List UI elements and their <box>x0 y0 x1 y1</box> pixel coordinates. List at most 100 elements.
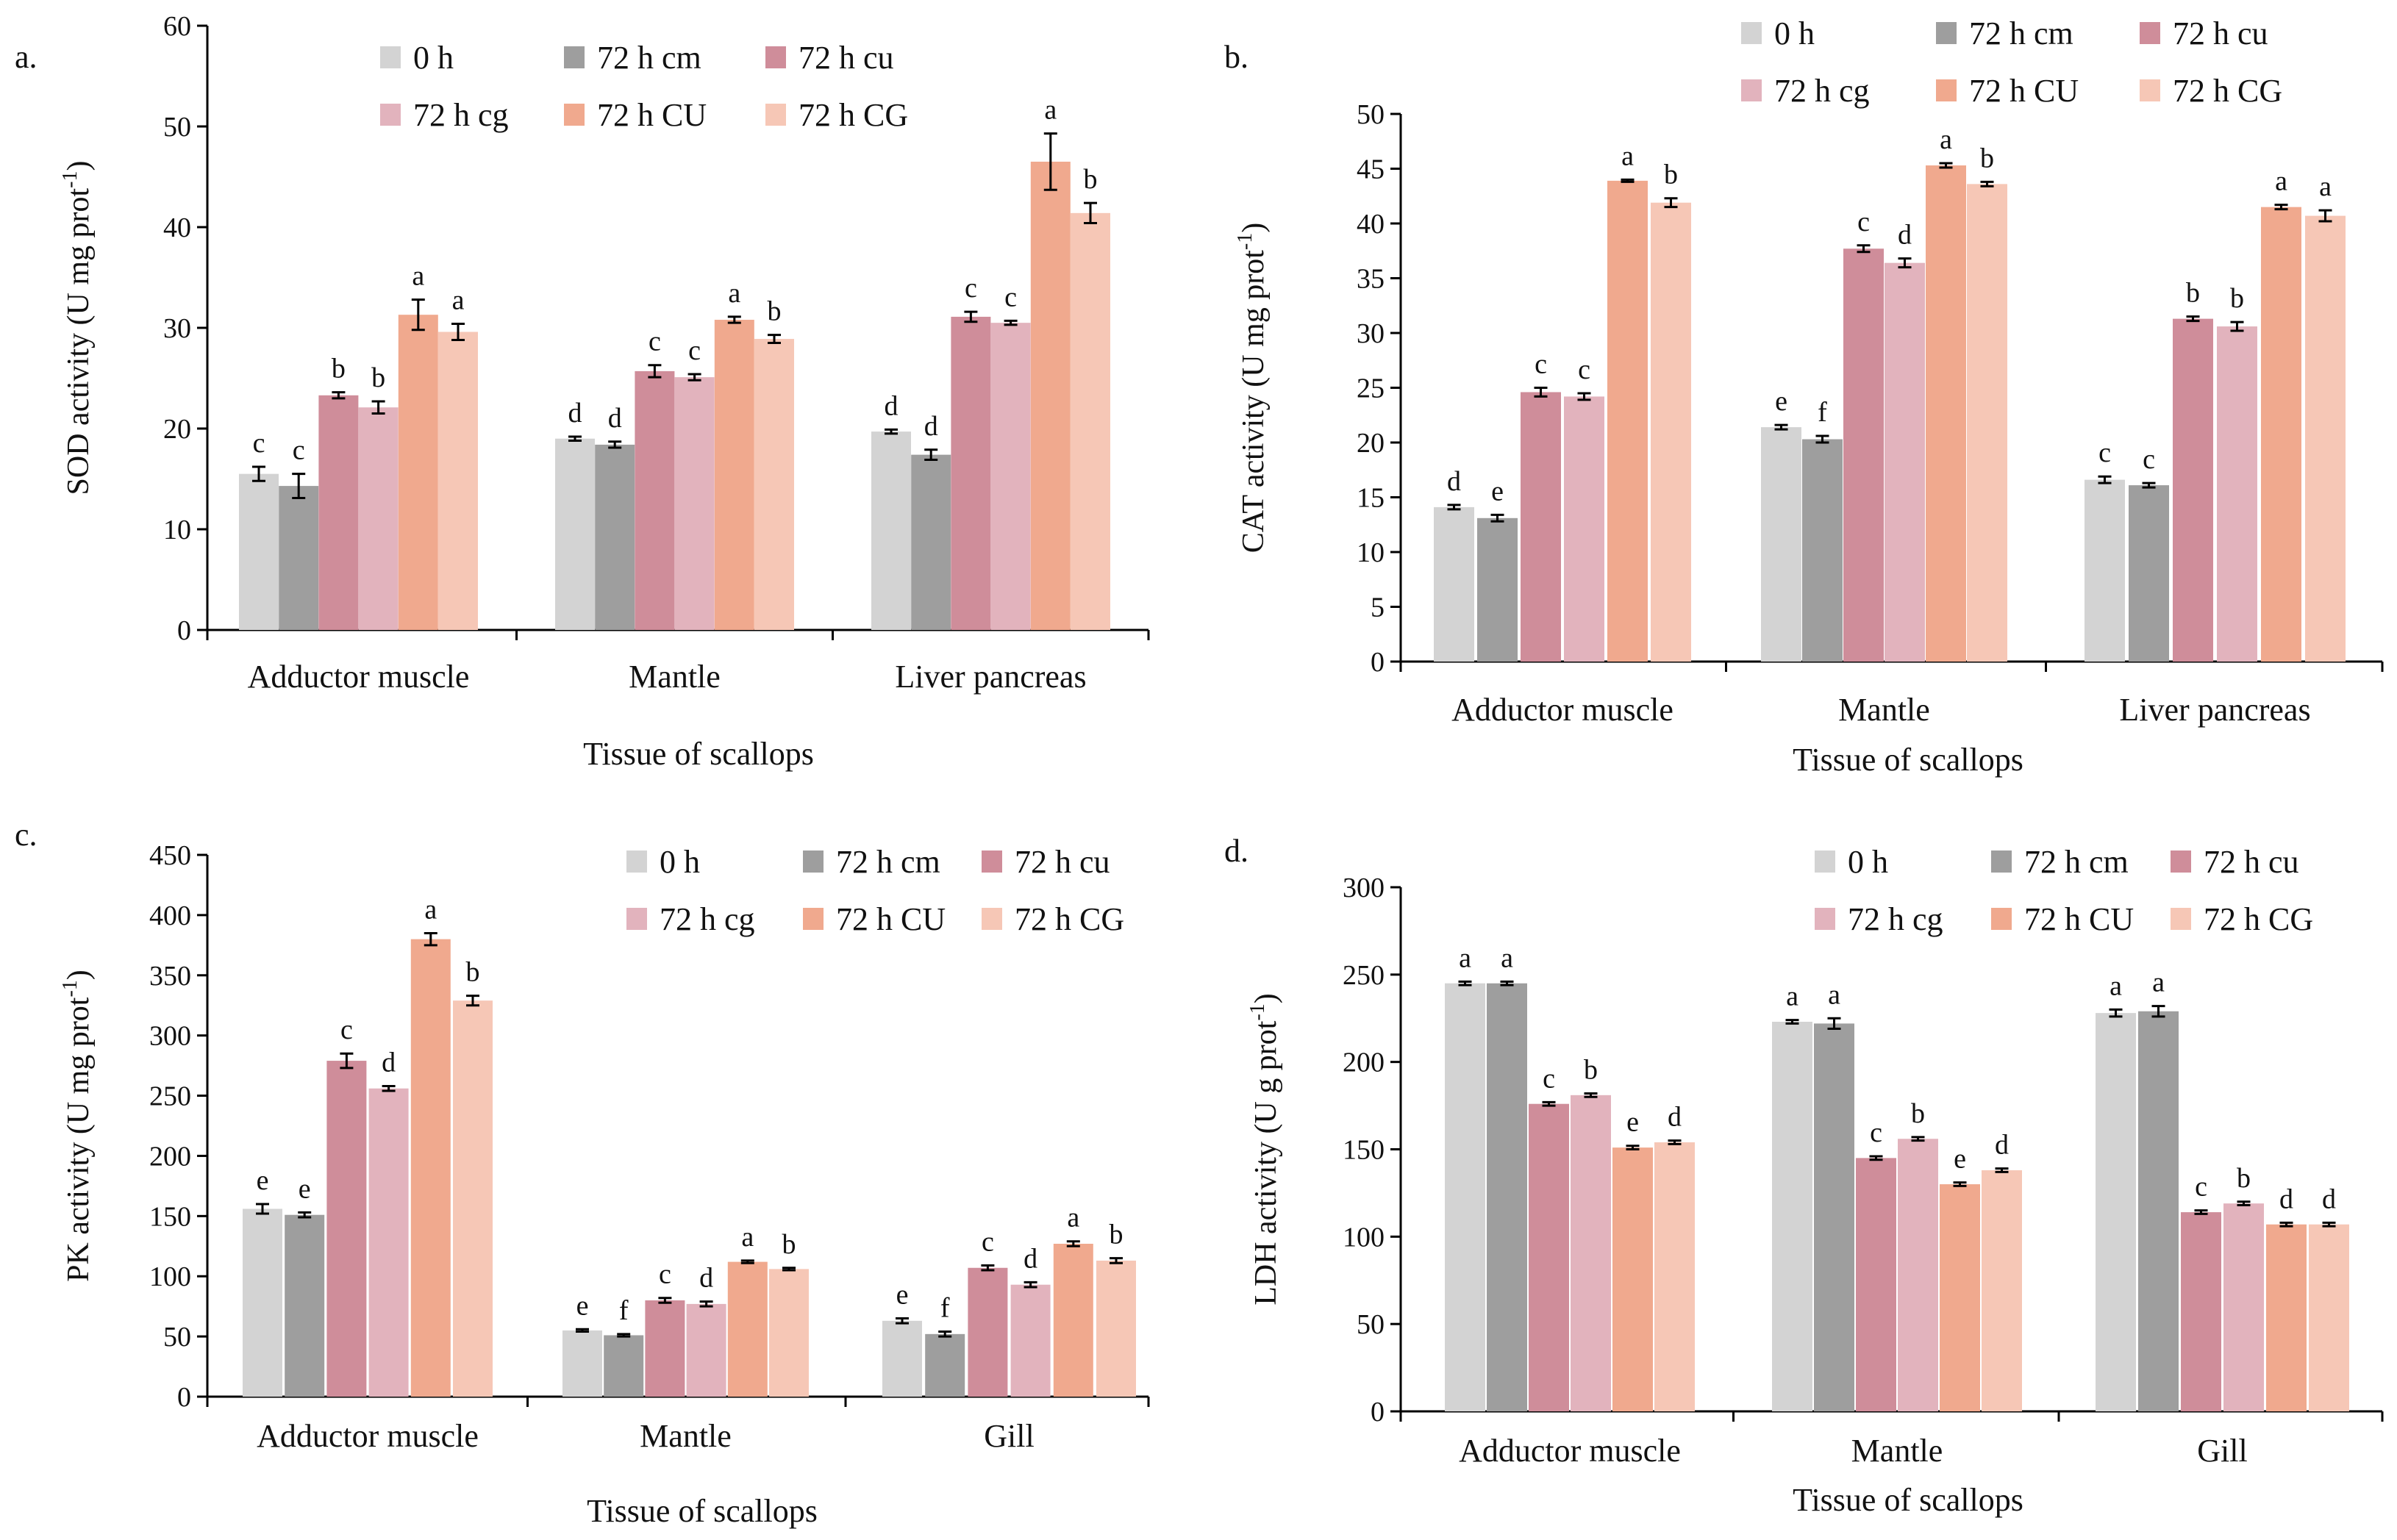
y-axis-title-superscript: -1 <box>1246 1003 1269 1020</box>
legend-swatch <box>1741 79 1762 101</box>
legend-swatch <box>1991 908 2012 930</box>
legend-swatch <box>2171 850 2191 873</box>
y-tick-label: 30 <box>163 313 191 344</box>
y-tick-label: 0 <box>1371 1397 1385 1428</box>
significance-letter: c <box>2143 444 2155 475</box>
x-axis-title: Tissue of scallops <box>587 1493 818 1529</box>
y-tick-label: 100 <box>149 1261 191 1292</box>
bar <box>1898 1139 1938 1411</box>
significance-letter: c <box>1857 207 1870 237</box>
significance-letter: a <box>741 1222 754 1253</box>
bar <box>1434 506 1474 662</box>
significance-letter: a <box>1044 95 1057 126</box>
legend-label: 72 h cg <box>1774 73 1870 109</box>
significance-letter: e <box>257 1165 269 1196</box>
significance-letter: c <box>688 335 701 366</box>
legend-label: 72 h CU <box>1969 73 2079 109</box>
bar <box>1521 392 1561 662</box>
legend-label: 72 h cu <box>2173 15 2268 51</box>
bar <box>368 1088 409 1397</box>
bar <box>2305 215 2346 662</box>
y-axis-title-main: LDH activity (U g prot <box>1249 1020 1283 1306</box>
legend-swatch <box>982 908 1002 930</box>
legend-swatch <box>765 104 786 126</box>
bar <box>769 1269 809 1397</box>
bar <box>453 1000 493 1397</box>
y-tick-label: 200 <box>149 1141 191 1172</box>
significance-letter: f <box>619 1295 629 1326</box>
y-tick-label: 0 <box>177 1382 191 1413</box>
significance-letter: c <box>965 273 977 304</box>
legend-swatch <box>1936 79 1957 101</box>
y-axis-title-main: PK activity (U mg prot <box>62 997 96 1282</box>
significance-letter: b <box>371 362 385 393</box>
y-tick-label: 60 <box>163 11 191 42</box>
significance-letter: e <box>1626 1107 1639 1138</box>
legend-swatch <box>626 850 647 873</box>
significance-letter: a <box>424 894 437 925</box>
bar <box>1612 1147 1653 1411</box>
bar <box>555 438 595 630</box>
significance-letter: b <box>332 354 346 384</box>
bar <box>1926 165 1966 662</box>
significance-letter: c <box>659 1259 671 1290</box>
legend-label: 72 h cm <box>2024 844 2129 880</box>
legend-label: 72 h CU <box>597 97 707 133</box>
y-tick-label: 10 <box>163 515 191 545</box>
x-category-label: Mantle <box>1838 692 1930 728</box>
legend-label: 72 h cm <box>836 844 940 880</box>
significance-letter: a <box>1459 942 1471 973</box>
bar <box>1010 1284 1051 1397</box>
significance-letter: a <box>2110 970 2122 1001</box>
y-axis-title-superscript: -1 <box>1234 233 1257 250</box>
legend-swatch <box>2140 22 2160 44</box>
y-tick-label: 250 <box>1343 960 1385 991</box>
y-tick-label: 15 <box>1357 483 1385 514</box>
legend-label: 72 h cg <box>660 901 755 937</box>
y-axis-title-end: ) <box>1237 223 1271 233</box>
bar <box>911 454 951 630</box>
bar <box>871 431 911 630</box>
legend-swatch <box>803 908 824 930</box>
x-category-label: Mantle <box>629 659 721 695</box>
significance-letter: e <box>1491 476 1504 506</box>
significance-letter: d <box>382 1047 396 1078</box>
legend-swatch <box>564 104 585 126</box>
significance-letter: d <box>2322 1183 2336 1214</box>
bar <box>1487 983 1527 1411</box>
legend-swatch <box>765 46 786 68</box>
bar <box>635 370 675 630</box>
bar <box>1564 396 1604 662</box>
legend-swatch <box>1936 22 1957 44</box>
significance-letter: d <box>924 411 938 442</box>
bar <box>1982 1170 2022 1411</box>
panel-label: c. <box>15 817 37 853</box>
significance-letter: c <box>649 326 661 357</box>
significance-letter: a <box>2319 171 2332 202</box>
bar <box>1445 983 1485 1411</box>
bar <box>2138 1011 2179 1411</box>
bar <box>968 1267 1008 1397</box>
y-tick-label: 300 <box>1343 873 1385 903</box>
bar <box>1761 427 1801 662</box>
bar <box>686 1303 726 1397</box>
significance-letter: c <box>2098 437 2111 468</box>
bar <box>1571 1095 1611 1411</box>
legend-label: 0 h <box>413 40 454 76</box>
significance-letter: a <box>1067 1203 1079 1233</box>
bar <box>326 1061 367 1397</box>
legend-swatch <box>1991 850 2012 873</box>
significance-letter: b <box>1084 164 1098 195</box>
y-tick-label: 50 <box>1357 99 1385 130</box>
x-category-label: Adductor muscle <box>1451 692 1673 728</box>
significance-letter: b <box>1980 143 1994 173</box>
y-axis-title-main: SOD activity (U mg prot <box>62 188 96 495</box>
bar <box>2217 326 2257 662</box>
bar <box>562 1330 602 1397</box>
y-axis-title: CAT activity (U mg prot-1) <box>1234 223 1271 554</box>
bar <box>279 486 319 630</box>
bar <box>1651 202 1691 662</box>
significance-letter: c <box>1543 1063 1555 1094</box>
legend-label: 72 h cm <box>597 40 701 76</box>
